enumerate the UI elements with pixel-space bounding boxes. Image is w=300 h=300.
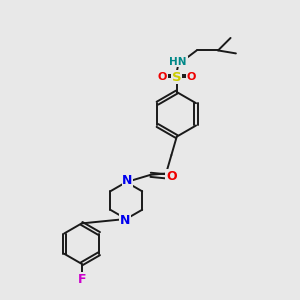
Text: N: N [122,174,133,188]
Text: O: O [166,170,177,183]
Text: O: O [186,72,196,82]
Text: HN: HN [169,57,187,67]
Text: F: F [77,273,86,286]
Text: O: O [158,72,167,82]
Text: S: S [172,71,182,84]
Text: N: N [120,214,130,226]
